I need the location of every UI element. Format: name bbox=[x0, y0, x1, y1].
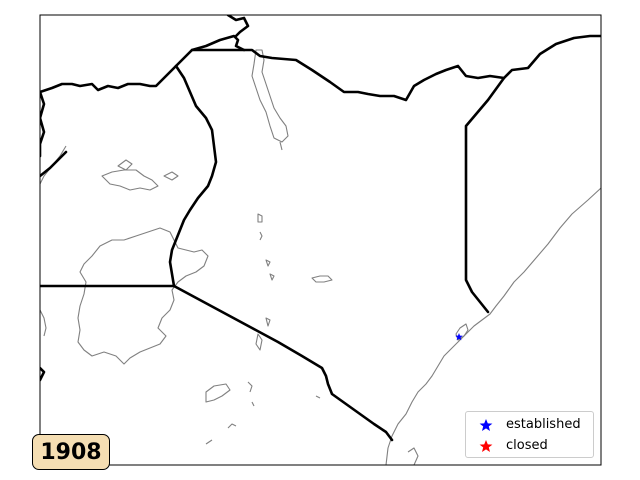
legend-label: closed bbox=[506, 437, 548, 453]
lake-natron-south bbox=[205, 383, 231, 403]
lake-dots-3 bbox=[315, 395, 321, 399]
lake-baringo bbox=[257, 213, 263, 223]
lake-magadi bbox=[255, 333, 263, 351]
border-ilemi bbox=[168, 64, 218, 288]
border-somalia bbox=[464, 76, 506, 314]
lake-turkana bbox=[251, 49, 289, 143]
lake-nakuru bbox=[265, 259, 271, 267]
border-left-fragment bbox=[40, 150, 68, 178]
map-frame bbox=[39, 14, 602, 466]
coastline bbox=[385, 187, 601, 465]
mombasa-inlet bbox=[455, 323, 469, 341]
lake-victoria bbox=[77, 227, 209, 365]
year-label: 1908 bbox=[32, 434, 110, 470]
lorian-swamp bbox=[311, 275, 333, 283]
established-station-marker bbox=[455, 333, 463, 341]
lake-eyasi bbox=[247, 381, 253, 393]
red-star-icon bbox=[479, 440, 493, 452]
lake-naivasha bbox=[265, 317, 271, 327]
pemba-coast bbox=[407, 447, 419, 465]
lake-kyoga-arm bbox=[117, 159, 133, 171]
border-top-center bbox=[226, 15, 250, 38]
legend-item-established: established bbox=[466, 416, 581, 432]
blue-star-icon bbox=[479, 419, 493, 431]
border-left-bottom bbox=[40, 366, 46, 382]
legend-label: established bbox=[506, 416, 581, 432]
legend: established closed bbox=[465, 411, 594, 458]
lake-dots-2 bbox=[205, 439, 213, 445]
lake-kyoga bbox=[101, 169, 159, 191]
lake-west bbox=[40, 309, 47, 337]
lake-bogoria bbox=[259, 231, 263, 241]
border-top-left bbox=[40, 90, 46, 158]
legend-item-closed: closed bbox=[466, 437, 548, 453]
river-omo bbox=[279, 141, 283, 151]
lake-manyara bbox=[251, 401, 255, 407]
lake-kyoga-east bbox=[163, 171, 179, 181]
lake-elementaita bbox=[269, 273, 275, 281]
border-tanzania bbox=[172, 284, 394, 442]
border-north bbox=[40, 34, 601, 102]
lake-dots-1 bbox=[227, 423, 237, 429]
